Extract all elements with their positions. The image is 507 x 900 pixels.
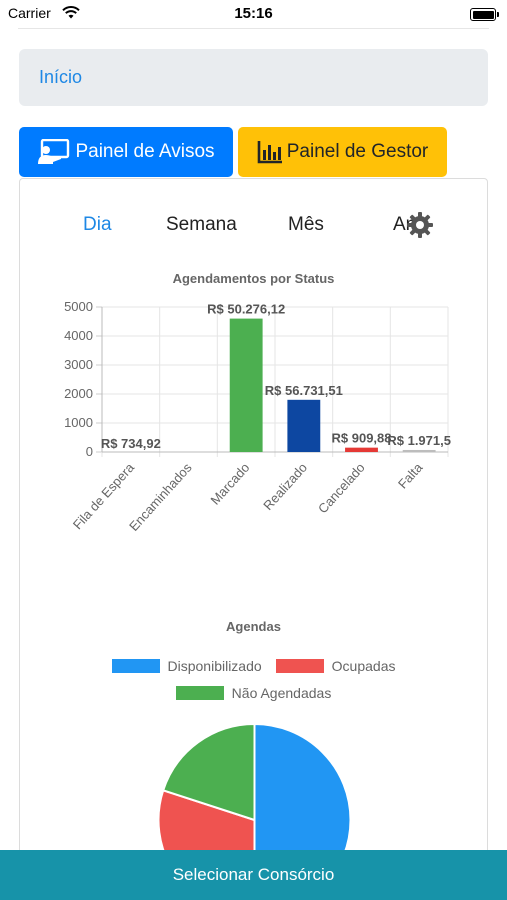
breadcrumb: Início (19, 49, 488, 106)
selecionar-consorcio-button[interactable]: Selecionar Consórcio (0, 850, 507, 900)
pie-chart-title: Agendas (226, 619, 281, 634)
battery-icon (470, 8, 499, 21)
legend-label: Ocupadas (331, 658, 396, 674)
selecionar-consorcio-label: Selecionar Consórcio (172, 865, 335, 884)
legend-item-disponibilizado[interactable]: Disponibilizado (111, 658, 262, 674)
clock: 15:16 (234, 5, 273, 22)
bar-chart-icon (257, 140, 283, 164)
pie-slice (157, 789, 256, 864)
y-tick-label: 3000 (64, 357, 93, 372)
y-tick-label: 4000 (64, 328, 93, 343)
pie-slice (253, 724, 352, 864)
y-tick-label: 1000 (64, 415, 93, 430)
painel-gestor-button[interactable]: Painel de Gestor (238, 127, 447, 177)
legend-label: Não Agendadas (231, 685, 332, 701)
legend-item-nao-agendadas[interactable]: Não Agendadas (175, 685, 332, 701)
painel-gestor-label: Painel de Gestor (286, 141, 429, 162)
y-tick-label: 5000 (64, 299, 93, 314)
pie-chart (157, 724, 352, 864)
tab-dia[interactable]: Dia (83, 214, 112, 235)
dashboard-panel: Dia Semana Mês Ano Agendamentos por Stat… (19, 178, 488, 900)
tab-semana[interactable]: Semana (166, 214, 237, 235)
carrier-label: Carrier (8, 5, 51, 21)
legend-swatch (111, 659, 160, 673)
presentation-user-icon (37, 139, 71, 165)
legend-swatch (275, 659, 324, 673)
y-tick-label: 2000 (64, 386, 93, 401)
y-tick-label: 0 (86, 444, 93, 459)
bar (402, 449, 436, 452)
x-tick-label: Cancelado (315, 460, 368, 516)
bar-data-label: R$ 909,88 (332, 431, 392, 446)
x-tick-label: Marcado (207, 460, 252, 508)
bar-data-label: R$ 56.731,51 (265, 383, 343, 398)
gear-icon[interactable] (406, 211, 434, 244)
legend-label: Disponibilizado (167, 658, 262, 674)
pie-slice (161, 724, 256, 822)
period-tabs: Dia Semana Mês Ano (20, 209, 487, 243)
bar-data-label: R$ 50.276,12 (207, 302, 285, 317)
legend-swatch (175, 686, 224, 700)
x-tick-label: Realizado (260, 460, 310, 513)
breadcrumb-home-link[interactable]: Início (39, 67, 83, 87)
pie-legend-row-2: Não Agendadas (20, 685, 487, 701)
bar (229, 318, 263, 452)
tab-mes[interactable]: Mês (288, 214, 324, 235)
pie-legend-row-1: Disponibilizado Ocupadas (20, 658, 487, 674)
x-tick-label: Falta (395, 459, 426, 491)
wifi-icon (62, 6, 80, 24)
bar (345, 447, 378, 452)
painel-avisos-button[interactable]: Painel de Avisos (19, 127, 233, 177)
bar (287, 399, 321, 452)
bar-chart-title: Agendamentos por Status (172, 271, 335, 286)
legend-item-ocupadas[interactable]: Ocupadas (275, 658, 396, 674)
painel-avisos-label: Painel de Avisos (75, 141, 215, 162)
bar-data-label: R$ 1.971,5 (387, 433, 451, 448)
status-bar: Carrier 15:16 (0, 0, 507, 28)
status-divider (18, 28, 489, 29)
bar-data-label: R$ 734,92 (101, 436, 161, 451)
